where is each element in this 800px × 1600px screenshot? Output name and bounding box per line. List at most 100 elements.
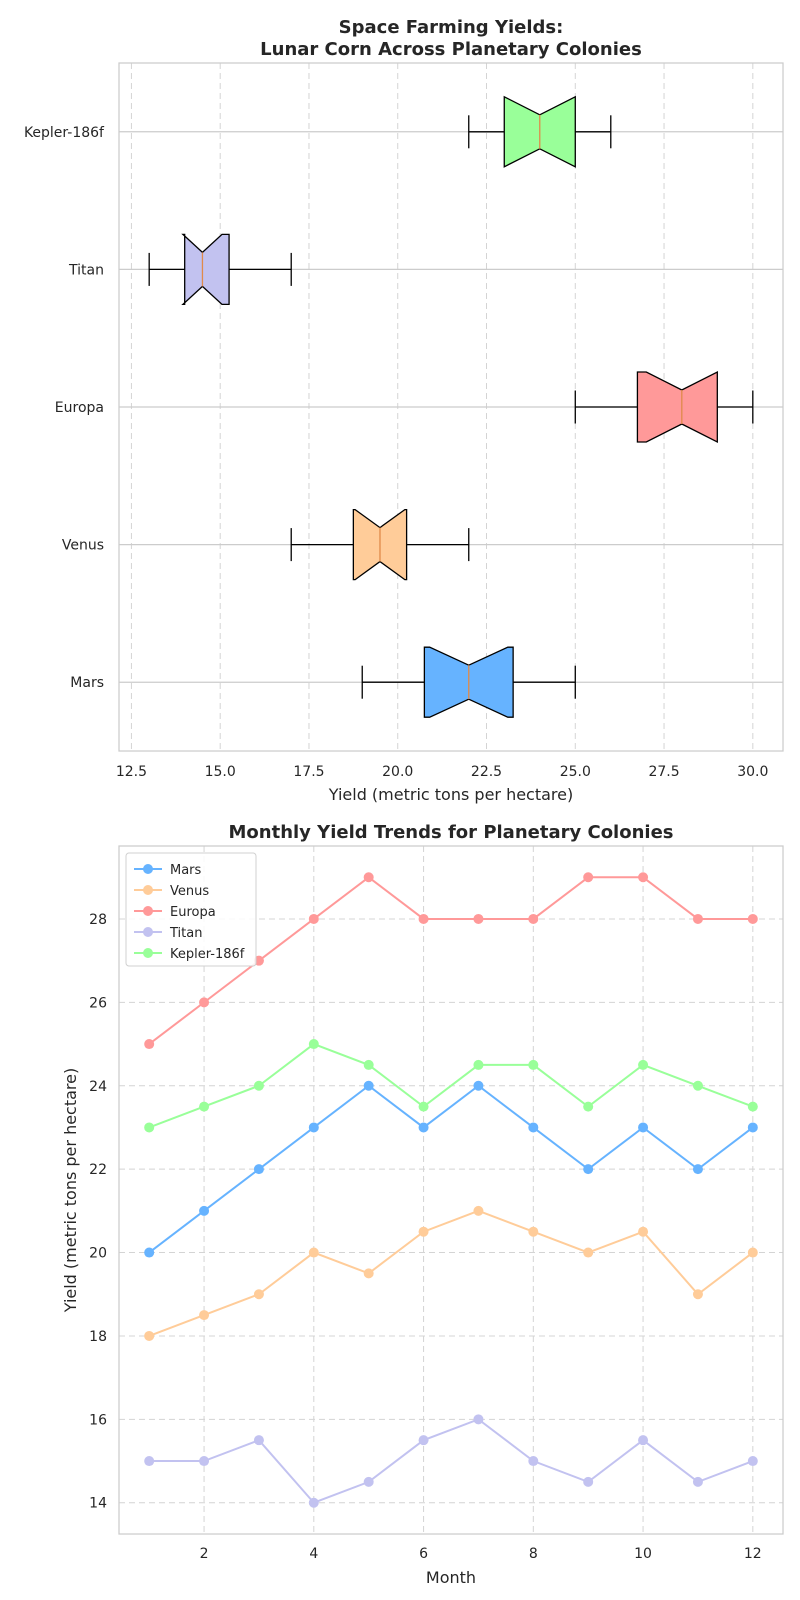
series-line-titan — [149, 1418, 754, 1504]
box-body — [636, 370, 718, 444]
boxplot-frame — [118, 62, 784, 752]
data-point-europa — [583, 872, 594, 883]
data-point-titan — [253, 1435, 264, 1446]
data-point-europa — [473, 913, 484, 924]
data-point-venus — [308, 1247, 319, 1258]
boxplot-x-tick-label: 15.0 — [205, 764, 236, 780]
series-line-venus — [148, 1209, 754, 1337]
data-point-venus — [528, 1226, 539, 1237]
boxplot-x-tick-label: 20.0 — [382, 764, 413, 780]
data-point-mars — [199, 1205, 210, 1216]
legend-label: Kepler-186f — [170, 947, 245, 962]
data-point-venus — [253, 1289, 264, 1300]
data-point-europa — [308, 913, 319, 924]
linechart-y-tick-label: 18 — [89, 1329, 107, 1345]
legend-box — [125, 852, 257, 967]
data-point-venus — [473, 1205, 484, 1216]
data-point-venus — [747, 1247, 758, 1258]
boxplot-y-tick-label-venus: Venus — [62, 538, 104, 554]
data-point-europa — [747, 913, 758, 924]
data-point-venus — [638, 1226, 649, 1237]
series-line-mars — [148, 1084, 754, 1254]
box-body — [181, 233, 230, 306]
data-point-mars — [747, 1122, 758, 1133]
linechart-y-tick-label: 24 — [89, 1079, 107, 1095]
data-point-venus — [583, 1247, 594, 1258]
data-point-europa — [199, 997, 210, 1008]
box-europa — [574, 370, 754, 444]
linechart-title: Monthly Yield Trends for Planetary Colon… — [229, 822, 674, 843]
linechart-y-tick-label: 14 — [89, 1496, 107, 1512]
data-point-kepler-186f — [253, 1080, 264, 1091]
box-titan — [148, 233, 292, 306]
data-point-europa — [638, 872, 649, 883]
legend-swatch-marker — [143, 864, 153, 874]
data-point-kepler-186f — [473, 1059, 484, 1070]
data-point-mars — [363, 1080, 374, 1091]
linechart-panel: Monthly Yield Trends for Planetary Colon… — [61, 822, 784, 1587]
data-point-titan — [363, 1476, 374, 1487]
linechart-y-tick-label: 26 — [89, 995, 107, 1011]
data-point-titan — [583, 1476, 594, 1487]
data-point-kepler-186f — [199, 1101, 210, 1112]
legend-label: Venus — [170, 884, 209, 899]
data-point-kepler-186f — [308, 1039, 319, 1050]
data-point-mars — [418, 1122, 429, 1133]
box-kepler-186f — [468, 95, 612, 168]
data-point-venus — [199, 1310, 210, 1321]
boxplot-x-tick-label: 30.0 — [737, 764, 768, 780]
series-titan — [144, 1414, 758, 1508]
legend-label: Mars — [170, 863, 202, 878]
linechart-y-tick-label: 16 — [89, 1412, 107, 1428]
data-point-kepler-186f — [583, 1101, 594, 1112]
series-mars — [144, 1080, 758, 1258]
boxplot-x-tick-label: 27.5 — [648, 764, 679, 780]
legend-item-kepler-186f: Kepler-186f — [134, 947, 245, 962]
boxplot-y-tick-label-titan: Titan — [68, 262, 104, 278]
legend-label: Europa — [170, 905, 216, 920]
linechart-y-axis-label: Yield (metric tons per hectare) — [61, 1068, 80, 1314]
data-point-titan — [528, 1456, 539, 1467]
data-point-titan — [418, 1435, 429, 1446]
data-point-titan — [747, 1456, 758, 1467]
data-point-mars — [583, 1164, 594, 1175]
boxplot-x-axis-label: Yield (metric tons per hectare) — [328, 785, 574, 804]
data-point-titan — [199, 1456, 210, 1467]
boxplot-x-tick-label: 12.5 — [116, 764, 147, 780]
linechart-y-tick-label: 22 — [89, 1162, 107, 1178]
legend-item-venus: Venus — [134, 884, 209, 899]
data-point-venus — [144, 1330, 155, 1341]
data-point-mars — [144, 1247, 155, 1258]
boxplot-title-line-2: Lunar Corn Across Planetary Colonies — [260, 39, 642, 60]
data-point-europa — [363, 872, 374, 883]
data-point-titan — [638, 1435, 649, 1446]
legend: Mars Venus Europa Titan Kepler-186f — [125, 852, 257, 967]
data-point-mars — [692, 1164, 703, 1175]
series-line-europa — [148, 876, 753, 1045]
data-point-venus — [692, 1289, 703, 1300]
legend-swatch-marker — [143, 906, 153, 916]
box-mars — [361, 646, 576, 718]
series-europa — [144, 872, 758, 1050]
linechart-x-axis-label: Month — [426, 1568, 476, 1587]
series-line-kepler-186f — [148, 1042, 754, 1129]
series-kepler-186f — [144, 1039, 758, 1133]
data-point-kepler-186f — [747, 1101, 758, 1112]
legend-item-europa: Europa — [134, 905, 216, 920]
data-point-kepler-186f — [528, 1059, 539, 1070]
boxplot-y-tick-label-kepler-186f: Kepler-186f — [24, 125, 105, 141]
data-point-europa — [528, 913, 539, 924]
linechart-x-tick-label: 2 — [200, 1546, 209, 1562]
data-point-mars — [473, 1080, 484, 1091]
linechart-x-tick-label: 4 — [309, 1546, 318, 1562]
data-point-kepler-186f — [363, 1059, 374, 1070]
linechart-x-tick-label: 12 — [744, 1546, 762, 1562]
data-point-mars — [528, 1122, 539, 1133]
legend-swatch-marker — [143, 885, 153, 895]
data-point-kepler-186f — [638, 1059, 649, 1070]
series-venus — [144, 1205, 758, 1341]
linechart-x-tick-label: 8 — [529, 1546, 538, 1562]
boxplot-x-tick-label: 25.0 — [560, 764, 591, 780]
data-point-mars — [308, 1122, 319, 1133]
